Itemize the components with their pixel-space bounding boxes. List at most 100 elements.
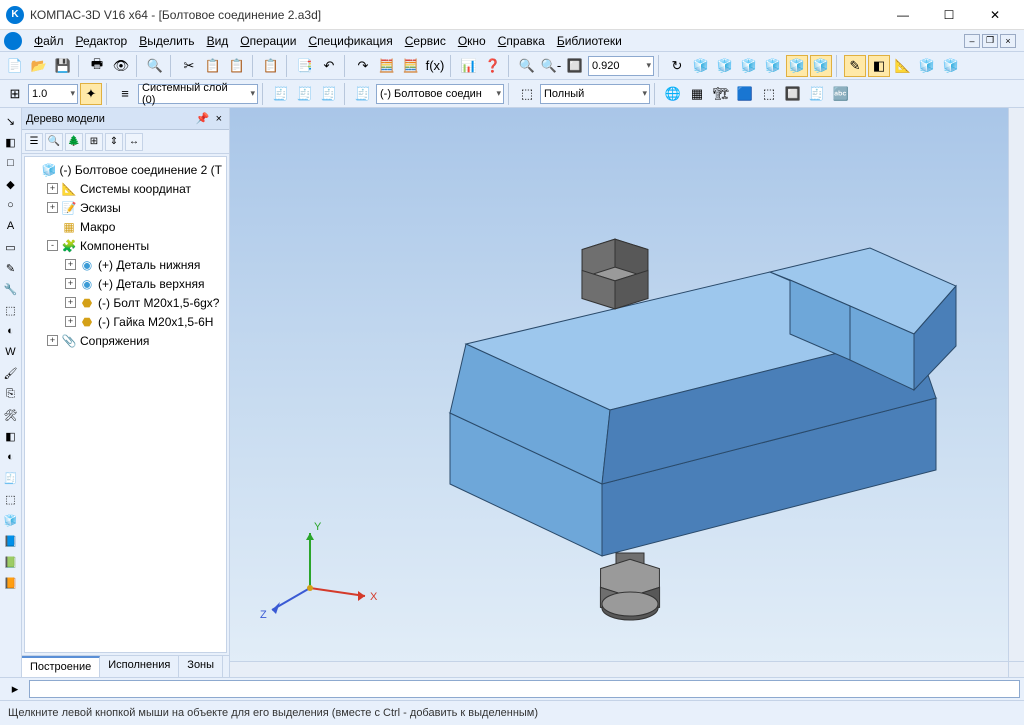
tb-undo-1[interactable]: ↶ (318, 55, 340, 77)
tree-node[interactable]: ▦Макро (25, 217, 226, 236)
left-tool-14[interactable]: 🛠 (2, 406, 20, 424)
menu-справка[interactable]: Справка (492, 32, 551, 50)
tb-orient-6[interactable]: 🧊 (810, 55, 832, 77)
left-tool-15[interactable]: ◧ (2, 427, 20, 445)
tb-orient-3[interactable]: 🧊 (738, 55, 760, 77)
tb-render-1[interactable]: ◧ (868, 55, 890, 77)
tree-node[interactable]: +📐Системы координат (25, 179, 226, 198)
tree-expander-icon[interactable]: + (47, 183, 58, 194)
left-tool-4[interactable]: ○ (2, 196, 20, 214)
tb-new-0[interactable]: 📄 (4, 55, 26, 77)
tree-node[interactable]: +◉(+) Деталь нижняя (25, 255, 226, 274)
left-tool-6[interactable]: ▭ (2, 238, 20, 256)
menu-вид[interactable]: Вид (201, 32, 235, 50)
pin-icon[interactable]: 📌 (193, 112, 213, 125)
tree-node[interactable]: -🧩Компоненты (25, 236, 226, 255)
tb2-g-1[interactable]: ▦ (686, 83, 708, 105)
tb2-d-2[interactable]: 🧾 (318, 83, 340, 105)
assembly-combo[interactable]: (-) Болтовое соедин (376, 84, 504, 104)
tree-node[interactable]: +📝Эскизы (25, 198, 226, 217)
tree-expander-icon[interactable]: + (65, 297, 76, 308)
left-tool-22[interactable]: 📙 (2, 574, 20, 592)
left-tool-9[interactable]: ⬚ (2, 301, 20, 319)
menu-операции[interactable]: Операции (234, 32, 302, 50)
tree-expander-icon[interactable]: + (47, 335, 58, 346)
tb-prop-0[interactable]: 📋 (260, 55, 282, 77)
tb-orient-2[interactable]: 🧊 (714, 55, 736, 77)
panel-tb-1[interactable]: 🔍 (45, 133, 63, 151)
zoom-combo[interactable]: 0.920 (588, 56, 654, 76)
panel-tab-0[interactable]: Построение (22, 656, 100, 677)
scrollbar-vertical[interactable] (1008, 108, 1024, 661)
tb2-b-0[interactable]: ✦ (80, 83, 102, 105)
left-tool-19[interactable]: 🧊 (2, 511, 20, 529)
tb2-g-7[interactable]: 🔤 (830, 83, 852, 105)
left-tool-21[interactable]: 📗 (2, 553, 20, 571)
tb-calc-0[interactable]: ↷ (352, 55, 374, 77)
tb-render-4[interactable]: 🧊 (940, 55, 962, 77)
command-marker-icon[interactable]: ▸ (4, 678, 26, 700)
tb-orient-5[interactable]: 🧊 (786, 55, 808, 77)
menu-окно[interactable]: Окно (452, 32, 492, 50)
layer-combo[interactable]: Системный слой (0) (138, 84, 258, 104)
tb2-f-0[interactable]: ⬚ (516, 83, 538, 105)
tb2-g-5[interactable]: 🔲 (782, 83, 804, 105)
tree-expander-icon[interactable]: + (65, 316, 76, 327)
tree-expander-icon[interactable]: + (47, 202, 58, 213)
tree-node[interactable]: +⬣(-) Болт М20x1,5-6gx? (25, 293, 226, 312)
tb-orient-0[interactable]: ↻ (666, 55, 688, 77)
left-tool-11[interactable]: W (2, 343, 20, 361)
mdi-restore-button[interactable]: ❐ (982, 34, 998, 48)
left-tool-1[interactable]: ◧ (2, 133, 20, 151)
left-tool-18[interactable]: ⬚ (2, 490, 20, 508)
tb-clip-2[interactable]: 📋 (226, 55, 248, 77)
mdi-close-button[interactable]: × (1000, 34, 1016, 48)
tb2-c-0[interactable]: ≡ (114, 83, 136, 105)
left-tool-17[interactable]: 🧾 (2, 469, 20, 487)
tb2-d-0[interactable]: 🧾 (270, 83, 292, 105)
tb-orient-1[interactable]: 🧊 (690, 55, 712, 77)
tree-node[interactable]: 🧊(-) Болтовое соединение 2 (Т (25, 160, 226, 179)
tb2-g-0[interactable]: 🌐 (662, 83, 684, 105)
close-button[interactable]: ✕ (972, 0, 1018, 30)
menu-редактор[interactable]: Редактор (70, 32, 134, 50)
tb-render-2[interactable]: 📐 (892, 55, 914, 77)
maximize-button[interactable]: ☐ (926, 0, 972, 30)
model-tree[interactable]: 🧊(-) Болтовое соединение 2 (Т+📐Системы к… (24, 156, 227, 653)
panel-tb-5[interactable]: ↔ (125, 133, 143, 151)
menu-библиотеки[interactable]: Библиотеки (551, 32, 628, 50)
tb-file-0[interactable]: 📂 (28, 55, 50, 77)
panel-tb-0[interactable]: ☰ (25, 133, 43, 151)
menu-выделить[interactable]: Выделить (133, 32, 200, 50)
tb-help-1[interactable]: ❓ (482, 55, 504, 77)
left-tool-3[interactable]: ◆ (2, 175, 20, 193)
tree-expander-icon[interactable]: + (65, 278, 76, 289)
left-tool-10[interactable]: ◐ (2, 322, 20, 340)
menu-файл[interactable]: Файл (28, 32, 70, 50)
left-tool-0[interactable]: ↘ (2, 112, 20, 130)
panel-close-icon[interactable]: × (213, 113, 225, 125)
panel-tb-3[interactable]: ⊞ (85, 133, 103, 151)
left-tool-12[interactable]: 🖌 (2, 364, 20, 382)
tree-node[interactable]: +📎Сопряжения (25, 331, 226, 350)
display-mode-combo[interactable]: Полный (540, 84, 650, 104)
left-tool-2[interactable]: □ (2, 154, 20, 172)
minimize-button[interactable]: — (880, 0, 926, 30)
tb-calc-2[interactable]: 🧮 (400, 55, 422, 77)
left-tool-7[interactable]: ✎ (2, 259, 20, 277)
viewport-3d[interactable]: XYZ (230, 108, 1024, 677)
left-tool-5[interactable]: A (2, 217, 20, 235)
command-input[interactable] (29, 680, 1020, 698)
mdi-minimize-button[interactable]: – (964, 34, 980, 48)
menu-сервис[interactable]: Сервис (399, 32, 452, 50)
tb-print-0[interactable]: 🖶 (86, 55, 108, 77)
tb2-a-0[interactable]: ⊞ (4, 83, 26, 105)
tb2-g-4[interactable]: ⬚ (758, 83, 780, 105)
left-tool-13[interactable]: ⎘ (2, 385, 20, 403)
panel-tab-1[interactable]: Исполнения (100, 656, 179, 677)
tb2-e-0[interactable]: 🧾 (352, 83, 374, 105)
tb-render-3[interactable]: 🧊 (916, 55, 938, 77)
panel-tb-2[interactable]: 🌲 (65, 133, 83, 151)
tb-view-2[interactable]: 🔲 (564, 55, 586, 77)
line-width-combo[interactable]: 1.0 (28, 84, 78, 104)
